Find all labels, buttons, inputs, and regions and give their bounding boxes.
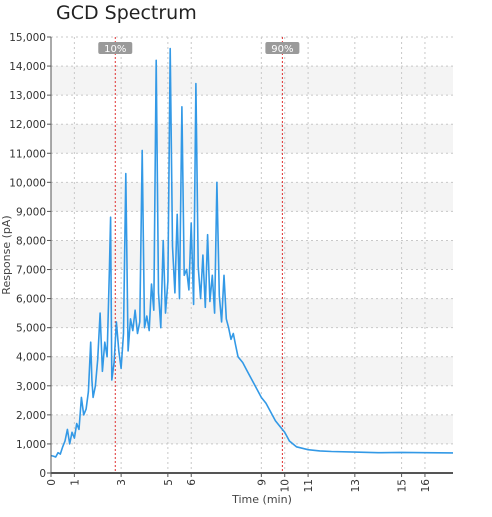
y-tick-label: 3,000 — [16, 381, 46, 393]
y-tick-label: 14,000 — [9, 61, 46, 73]
marker-label: 10% — [104, 44, 126, 55]
y-tick-label: 12,000 — [9, 119, 46, 131]
y-tick-label: 10,000 — [9, 177, 46, 189]
y-tick-label: 0 — [39, 468, 46, 480]
x-tick-label: 9 — [256, 479, 268, 486]
x-tick-label: 11 — [303, 479, 315, 492]
x-tick-label: 16 — [420, 479, 432, 493]
y-tick-label: 2,000 — [16, 410, 46, 422]
y-tick-label: 1,000 — [16, 439, 46, 451]
y-tick-label: 13,000 — [9, 90, 46, 102]
y-tick-label: 7,000 — [16, 265, 46, 277]
marker-label: 90% — [271, 44, 293, 55]
x-tick-label: 6 — [186, 479, 198, 486]
y-tick-label: 6,000 — [16, 294, 46, 306]
plot-band — [51, 182, 453, 211]
plot-band — [51, 124, 453, 153]
y-tick-label: 9,000 — [16, 206, 46, 218]
y-axis-label: Response (pA) — [0, 215, 13, 294]
y-tick-label: 5,000 — [16, 323, 46, 335]
x-tick-label: 5 — [163, 479, 175, 486]
x-tick-label: 10 — [280, 479, 292, 492]
x-tick-label: 15 — [397, 479, 409, 492]
plot-band — [51, 415, 453, 444]
y-tick-label: 15,000 — [9, 32, 46, 44]
x-axis-label: Time (min) — [231, 493, 292, 506]
x-axis-ticks: 0 1 3 5 6 9 10 11 13 15 16 — [46, 473, 432, 492]
y-tick-label: 11,000 — [9, 148, 46, 160]
x-tick-label: 3 — [116, 479, 128, 486]
y-tick-label: 8,000 — [16, 235, 46, 247]
y-axis-ticks: 0 1,000 2,000 3,000 4,000 5,000 6,000 7,000 8,00… — [9, 32, 51, 480]
x-tick-label: 1 — [69, 479, 81, 486]
plot-band — [51, 66, 453, 95]
x-tick-label: 0 — [46, 479, 58, 486]
y-tick-label: 4,000 — [16, 352, 46, 364]
x-tick-label: 13 — [350, 479, 362, 492]
